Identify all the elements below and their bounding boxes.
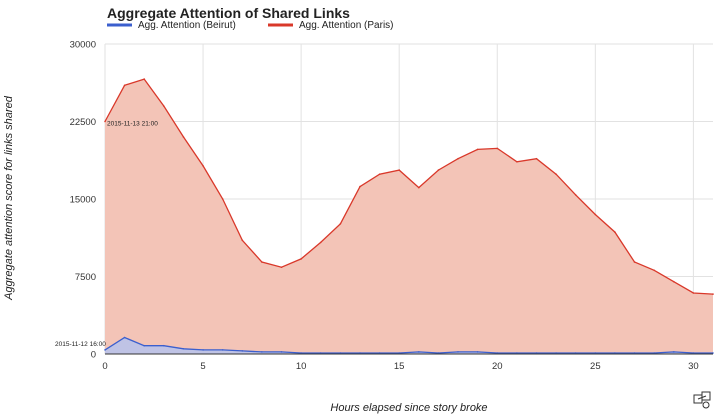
data-point-paris <box>202 165 204 167</box>
data-point-paris <box>182 136 185 138</box>
x-tick-label: 10 <box>296 361 307 372</box>
data-point-beirut <box>712 352 714 354</box>
annotation-label: 2015-11-12 16:00 <box>55 341 106 348</box>
data-point-beirut <box>339 352 342 354</box>
data-point-beirut <box>594 352 597 354</box>
y-tick-label: 15000 <box>70 195 96 206</box>
y-tick-label: 22500 <box>70 117 96 128</box>
data-point-paris <box>555 173 557 175</box>
data-point-paris <box>261 261 263 263</box>
data-point-beirut <box>378 352 381 354</box>
data-point-paris <box>359 185 361 188</box>
data-point-beirut <box>476 351 479 353</box>
data-point-beirut <box>398 352 401 354</box>
x-tick-label: 30 <box>688 361 699 372</box>
data-point-beirut <box>653 352 655 354</box>
data-point-beirut <box>182 348 185 350</box>
data-point-paris <box>692 292 695 294</box>
y-tick-label: 30000 <box>70 40 96 51</box>
legend: Agg. Attention (Beirut) Agg. Attention (… <box>107 20 394 31</box>
data-point-paris <box>476 148 479 151</box>
data-point-beirut <box>319 352 322 354</box>
data-point-paris <box>457 157 459 160</box>
share-graph-icon[interactable] <box>693 391 711 409</box>
data-point-paris <box>339 223 342 225</box>
data-point-paris <box>594 213 597 216</box>
data-point-paris <box>378 173 381 175</box>
x-tick-label: 15 <box>394 361 405 372</box>
data-point-beirut <box>535 352 538 354</box>
data-point-paris <box>319 241 322 244</box>
data-point-beirut <box>202 349 204 351</box>
annotation-label: 2015-11-13 21:00 <box>107 121 158 128</box>
data-point-beirut <box>673 351 675 353</box>
data-point-beirut <box>280 351 283 353</box>
data-point-beirut <box>496 352 499 354</box>
data-point-beirut <box>692 352 695 354</box>
data-point-beirut <box>300 352 302 354</box>
data-point-beirut <box>437 352 440 354</box>
data-point-paris <box>241 239 244 242</box>
data-point-beirut <box>241 350 244 352</box>
data-point-paris <box>496 147 499 150</box>
data-point-paris <box>398 169 401 171</box>
x-tick-label: 0 <box>102 361 107 372</box>
data-point-beirut <box>457 351 459 353</box>
data-point-paris <box>280 266 283 269</box>
data-point-paris <box>104 120 106 123</box>
series-line-beirut <box>104 336 713 354</box>
chart-title: Aggregate Attention of Shared Links <box>107 5 350 21</box>
data-point-beirut <box>104 349 106 351</box>
x-tick-label: 25 <box>590 361 601 372</box>
data-point-paris <box>712 293 714 295</box>
data-point-beirut <box>555 352 557 354</box>
plot-area <box>104 78 714 354</box>
data-point-paris <box>300 258 302 260</box>
data-point-beirut <box>418 351 420 353</box>
data-point-beirut <box>123 336 126 339</box>
data-point-beirut <box>516 352 518 354</box>
legend-label-paris: Agg. Attention (Paris) <box>299 20 394 31</box>
data-point-paris <box>673 280 675 283</box>
data-point-paris <box>123 84 126 87</box>
x-tick-label: 20 <box>492 361 503 372</box>
y-axis-title: Aggregate attention score for links shar… <box>3 95 15 301</box>
data-point-paris <box>574 194 577 196</box>
legend-label-beirut: Agg. Attention (Beirut) <box>138 20 236 31</box>
data-point-beirut <box>359 352 361 354</box>
data-point-paris <box>653 269 655 272</box>
data-point-beirut <box>221 349 224 351</box>
annotations: 2015-11-13 21:00 2015-11-12 16:00 <box>55 121 158 348</box>
y-tick-label: 7500 <box>75 272 96 283</box>
y-tick-label: 0 <box>91 350 96 361</box>
data-point-paris <box>535 157 538 160</box>
data-point-beirut <box>574 352 577 354</box>
axes: 0 5 10 15 20 25 30 0 7500 15000 22500 30000 <box>70 40 713 372</box>
data-point-paris <box>221 198 224 200</box>
data-point-beirut <box>143 344 145 347</box>
data-point-paris <box>437 169 440 171</box>
x-tick-label: 5 <box>200 361 205 372</box>
data-point-paris <box>418 186 420 189</box>
data-point-paris <box>163 105 165 107</box>
data-point-beirut <box>614 352 616 354</box>
data-point-paris <box>516 161 518 163</box>
series-area-beirut <box>105 337 713 354</box>
data-point-paris <box>143 78 145 80</box>
data-point-paris <box>614 231 616 233</box>
data-point-beirut <box>163 344 165 347</box>
data-point-beirut <box>261 351 263 353</box>
x-axis-title: Hours elapsed since story broke <box>330 402 487 414</box>
series-line-paris <box>104 78 714 295</box>
series-area-paris <box>105 79 713 354</box>
data-point-beirut <box>633 352 636 354</box>
data-point-paris <box>633 261 636 263</box>
